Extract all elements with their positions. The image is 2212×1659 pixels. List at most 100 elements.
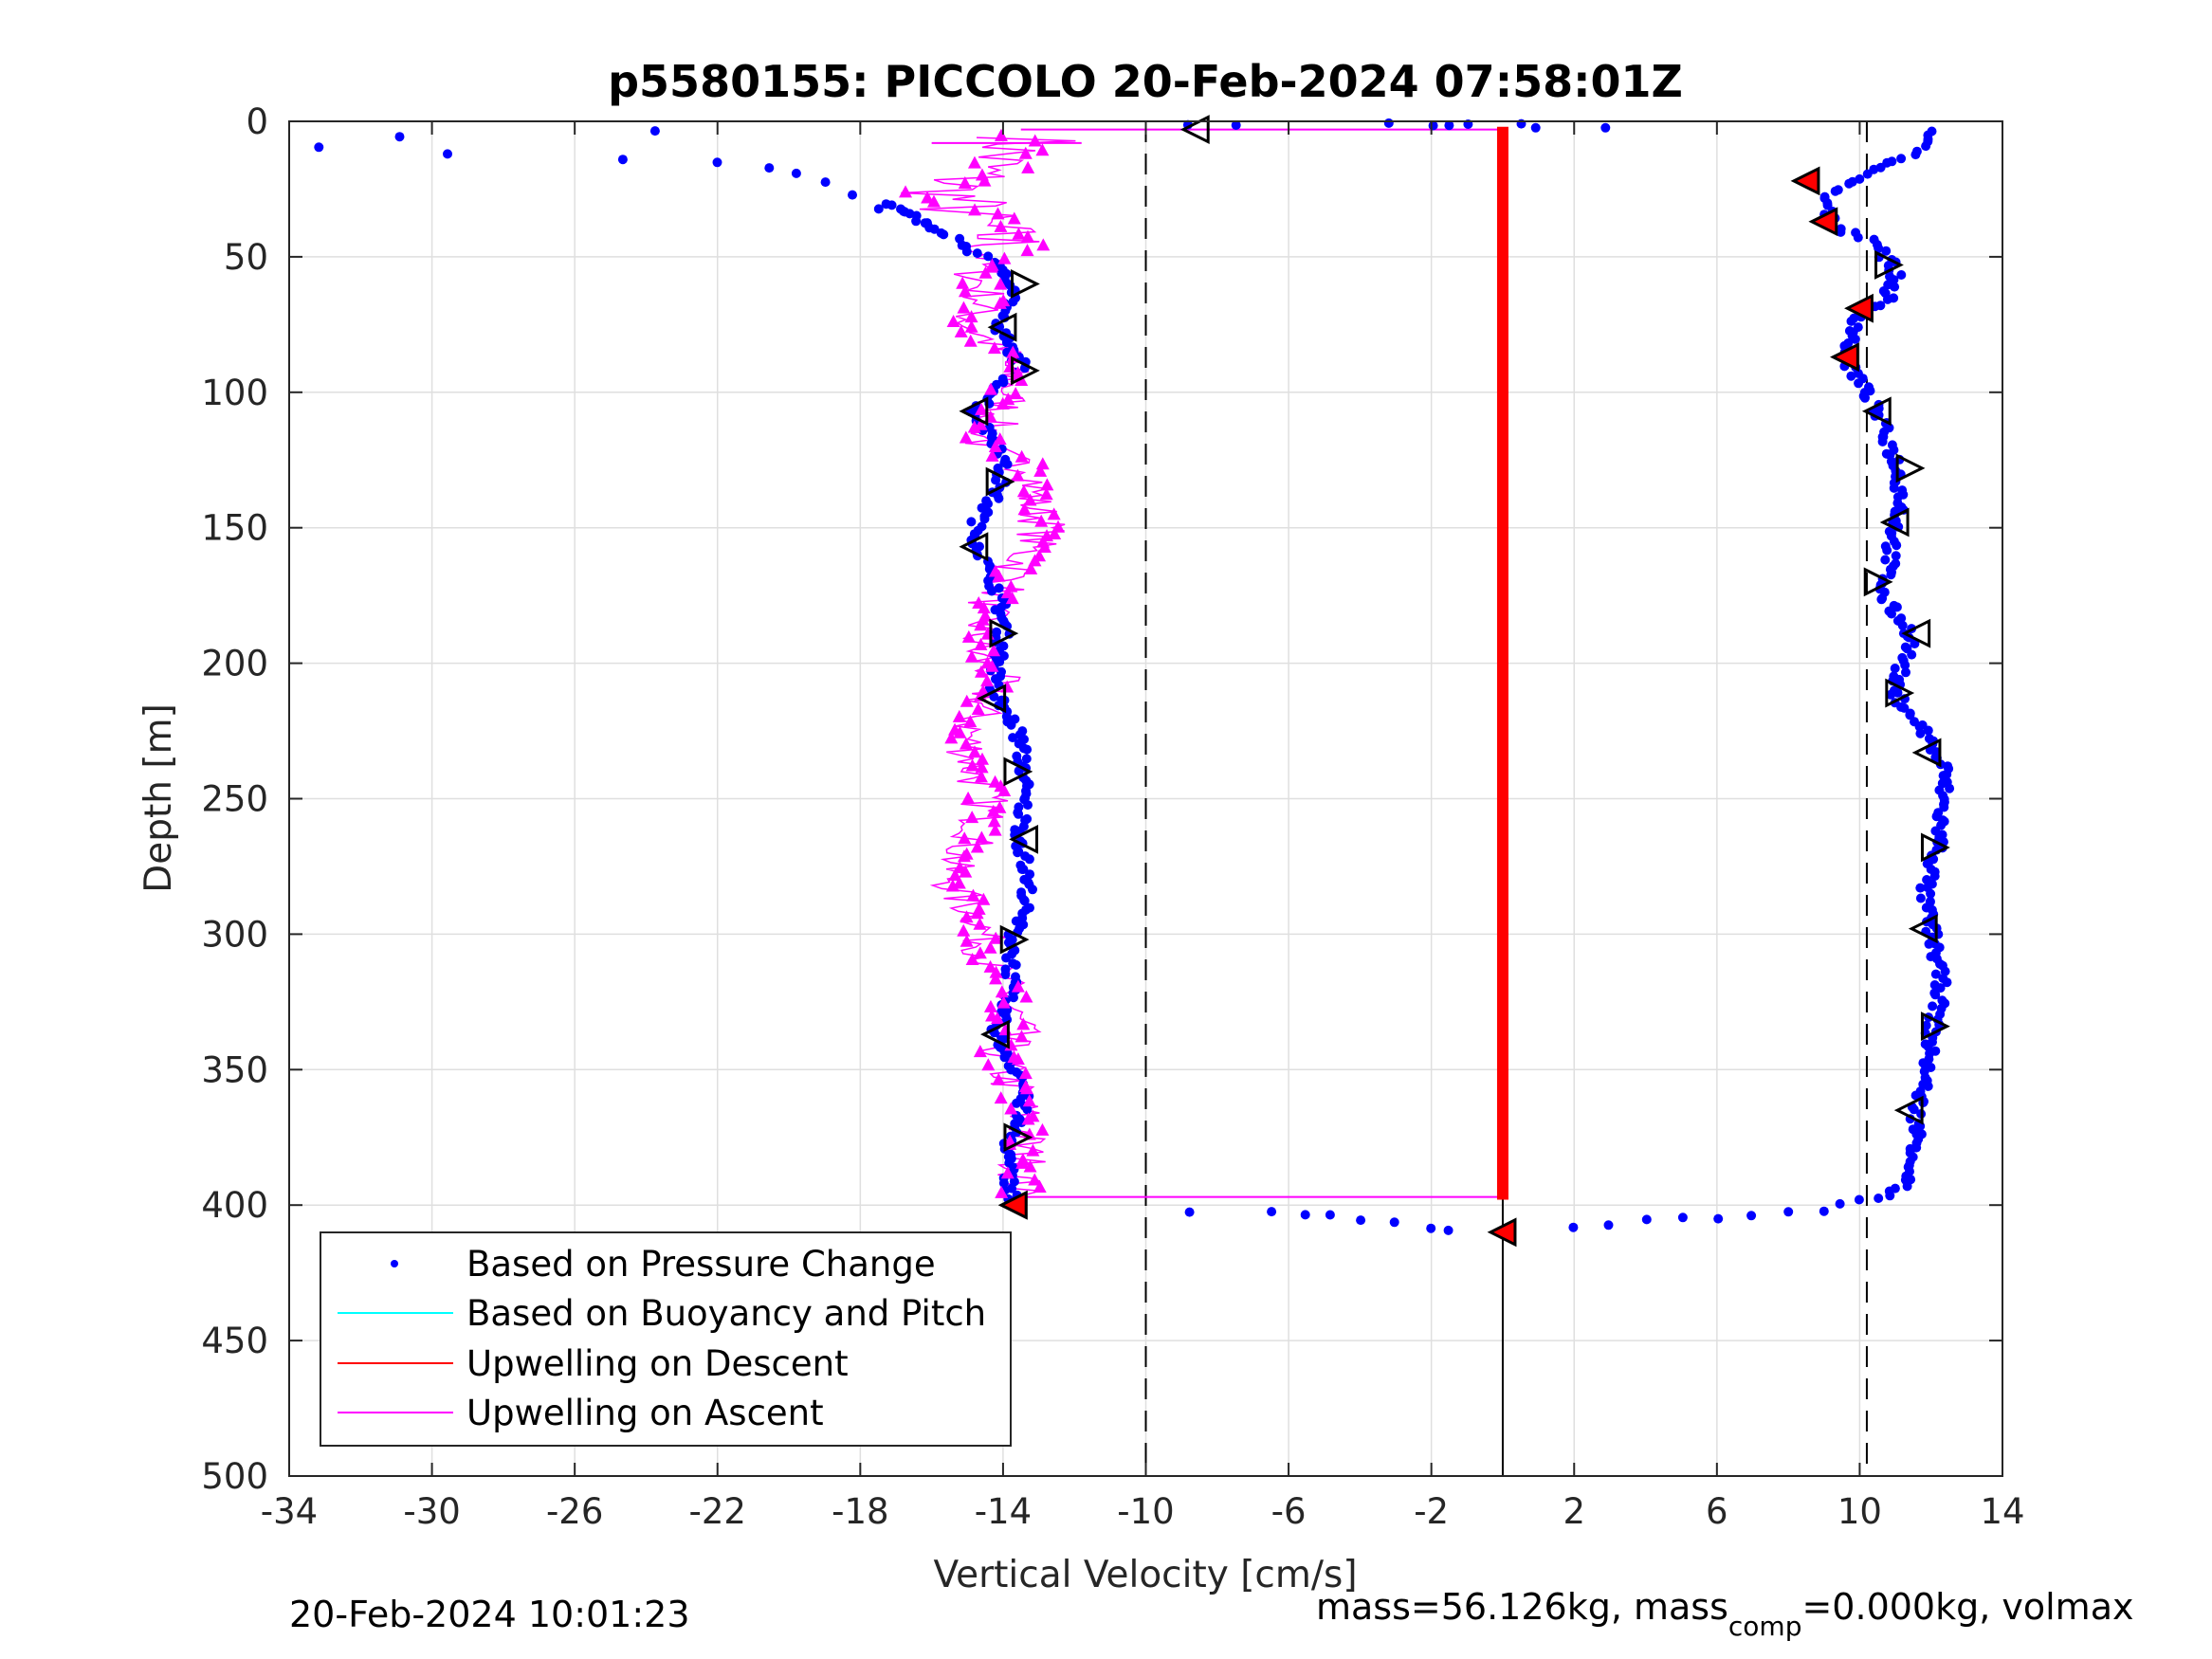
pressure-change-point [1389,1217,1399,1228]
upwelling-ascent-marker [963,715,978,728]
upwelling-ascent-marker [993,432,1007,446]
pressure-change-point [649,126,660,137]
upwelling-ascent-marker [1009,387,1023,400]
upwelling-ascent-marker [994,277,1008,290]
x-tick-label: -26 [546,1491,603,1532]
pressure-change-point [1844,178,1855,189]
open-triangle-marker [1011,269,1040,299]
y-tick-label: 400 [201,1185,268,1226]
pressure-change-point [1915,893,1926,903]
open-triangle-marker [1879,507,1910,538]
upwelling-ascent-marker [975,402,989,415]
pressure-change-point [1902,1181,1912,1192]
upwelling-ascent-marker [1020,244,1034,257]
pressure-change-point [1885,1191,1895,1201]
upwelling-ascent-marker [975,830,989,844]
open-triangle-markers [959,115,1950,1248]
open-triangle-marker [1908,914,1938,944]
open-triangle-marker [999,924,1030,955]
upwelling-ascent-marker [974,637,988,650]
upwelling-ascent-marker [985,448,999,462]
pressure-change-point [1713,1213,1724,1224]
y-tick-label: 250 [201,779,268,820]
pressure-change-point [1915,883,1926,893]
x-tick-label: -18 [832,1491,888,1532]
upwelling-ascent-marker [960,910,974,923]
pressure-change-point [1022,1104,1033,1115]
open-triangle-marker [1011,356,1040,386]
pressure-change-point [1928,1001,1938,1012]
upwelling-ascent-marker [956,276,970,289]
upwelling-ascent-marker [1024,561,1038,574]
upwelling-ascent-marker [1040,478,1054,491]
open-triangle-marker [1911,738,1942,768]
pressure-change-point [1356,1215,1366,1226]
pressure-change-point [1886,570,1896,580]
pressure-change-point [848,190,857,200]
upwelling-ascent-marker [959,737,973,750]
x-tick-label: 2 [1563,1491,1585,1532]
upwelling-ascent-marker [1019,990,1033,1003]
upwelling-ascent-marker [1022,1094,1036,1107]
legend-label-pressure: Based on Pressure Change [466,1244,936,1285]
upwelling-ascent-marker [1033,1180,1047,1194]
upwelling-ascent-marker [994,219,1008,232]
upwelling-ascent-marker [996,396,1010,410]
pressure-change-points [314,118,1955,1235]
pressure-change-point [1896,154,1907,164]
upwelling-ascent-marker [964,319,978,333]
upwelling-ascent-marker [1028,1173,1042,1186]
open-triangle-marker [980,1019,1010,1049]
upwelling-ascent-marker [975,760,989,774]
reference-lines [1144,121,1868,1476]
pressure-change-point [1889,483,1899,493]
upwelling-ascent-marker [983,999,997,1012]
upwelling-ascent-marker [983,959,997,973]
upwelling-ascent-marker [963,334,978,347]
pressure-change-point [1924,939,1934,949]
pressure-change-point [1882,545,1892,556]
pressure-change-point [991,475,1001,485]
pressure-change-point [1877,436,1888,447]
pressure-change-point [1900,660,1910,670]
upwelling-ascent-marker [1015,1156,1030,1169]
pressure-change-point [1019,896,1030,906]
upwelling-ascent-marker [1011,468,1025,482]
upwelling-ascent-marker [1018,146,1033,159]
upwelling-ascent-marker [994,128,1008,141]
upwelling-ascent-marker [1035,143,1050,156]
upwelling-ascent-marker [986,804,1000,817]
open-triangle-marker [959,532,989,562]
upwelling-ascent-marker [996,995,1011,1009]
pressure-change-point [1874,243,1884,253]
pressure-change-point [1444,120,1454,131]
pressure-change-point [1901,667,1910,678]
upwelling-ascent-marker [1048,526,1062,539]
pressure-change-point [1926,888,1936,899]
upwelling-ascent-marker [984,260,998,273]
upwelling-ascent-marker [1000,1166,1015,1179]
pressure-change-point [1910,150,1921,160]
pressure-change-point [1882,294,1892,304]
upwelling-ascent-marker [944,731,959,744]
upwelling-ascent-marker [1036,238,1051,251]
upwelling-ascent-marker [1016,1017,1031,1030]
pressure-change-point [1874,1194,1884,1203]
pressure-change-point [911,216,922,227]
pressure-change-point [1836,227,1846,237]
pressure-change-point [1854,1194,1864,1205]
upwelling-ascent-marker [958,176,972,190]
upwelling-ascent-marker [988,823,1002,836]
pressure-change-point [1890,282,1900,292]
pressure-change-point [764,163,775,173]
pressure-change-point [939,229,949,240]
pressure-change-point [989,691,999,702]
upwelling-ascent-marker [983,940,997,954]
upwelling-ascent-marker [1039,487,1053,501]
upwelling-ascent-marker [957,923,971,937]
pressure-change-point [443,149,452,159]
pressure-change-point [1001,953,1012,963]
upwelling-ascent-marker [1015,449,1029,463]
filled-triangle-marker [1487,1217,1517,1248]
